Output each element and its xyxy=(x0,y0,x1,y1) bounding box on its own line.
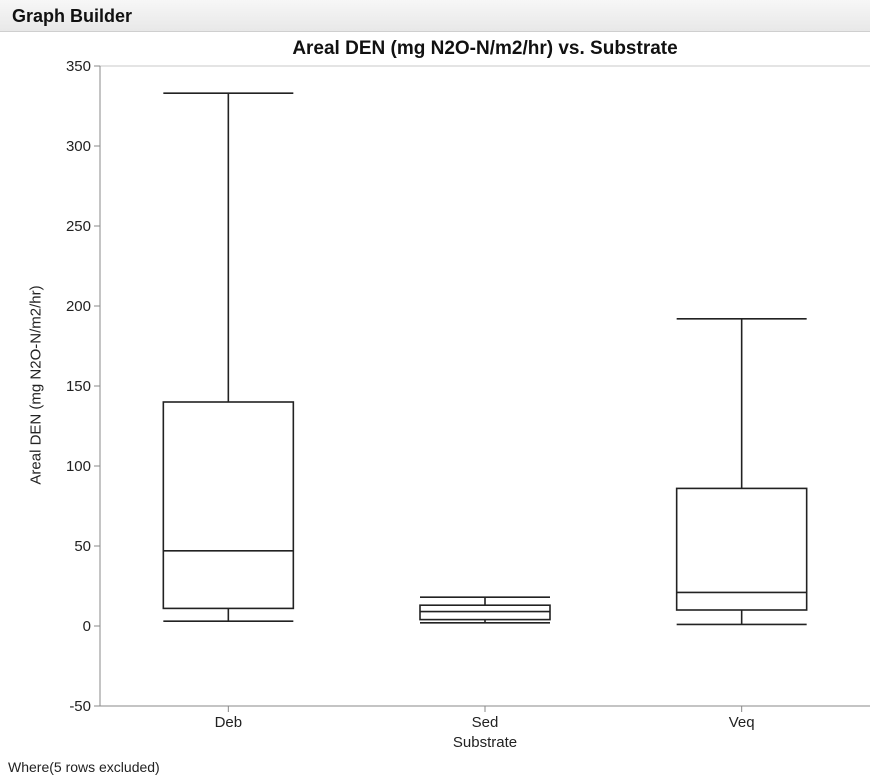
x-tick-label: Veq xyxy=(729,714,755,731)
box-sed xyxy=(419,596,551,624)
y-tick-label: -50 xyxy=(69,698,91,715)
x-axis-label: Substrate xyxy=(452,734,518,751)
iqr-box xyxy=(675,487,808,611)
y-tick-label: 150 xyxy=(66,378,91,395)
graph-builder-title: Graph Builder xyxy=(12,6,133,26)
x-tick-label: Deb xyxy=(215,714,243,731)
y-tick-label: 100 xyxy=(66,458,91,475)
iqr-box xyxy=(162,401,295,610)
rows-excluded-note: Where(5 rows excluded) xyxy=(8,759,160,775)
box-veq xyxy=(675,317,808,626)
y-tick-label: 0 xyxy=(83,618,91,635)
y-tick-label: 300 xyxy=(66,138,91,155)
x-tick-label: Sed xyxy=(472,714,499,731)
iqr-box xyxy=(419,604,551,621)
y-tick-label: 200 xyxy=(66,298,91,315)
y-tick-label: 50 xyxy=(74,538,91,555)
graph-builder-header: Graph Builder xyxy=(0,0,870,32)
y-tick-label: 250 xyxy=(66,218,91,235)
y-tick-label: 350 xyxy=(66,58,91,75)
chart-title: Areal DEN (mg N2O-N/m2/hr) vs. Substrate xyxy=(292,38,678,59)
box-deb xyxy=(162,92,295,623)
